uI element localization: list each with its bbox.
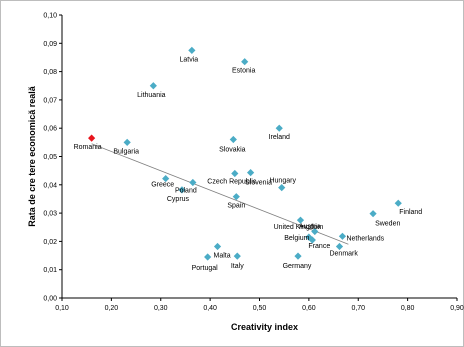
x-tick-label: 0,70 [351, 305, 365, 312]
axes: 0,00 0,01 0,02 0,03 0,04 0,05 0,06 0,07 0,08 0,09… [43, 13, 464, 313]
point-sweden [369, 210, 377, 218]
y-tick-label: 0,00 [43, 296, 57, 303]
x-tick-label: 0,80 [401, 305, 415, 312]
x-tick-label: 0,90 [450, 305, 464, 312]
point-czech-republic [231, 169, 239, 178]
point-label-belgium: Belgium [284, 235, 309, 242]
point-united-kingdom [296, 216, 305, 224]
point-label-austria: Austria [299, 223, 321, 230]
point-label-czech-republic: Czech Republic [207, 178, 257, 185]
point-label-germany: Germany [283, 263, 312, 270]
point-france [308, 236, 316, 244]
trendline-group [91, 143, 349, 245]
points-group [88, 46, 402, 261]
y-tick-label: 0,02 [43, 239, 57, 246]
y-tick-label: 0,09 [43, 41, 57, 48]
y-tick-label: 0,03 [43, 211, 57, 218]
point-bulgaria [123, 138, 131, 146]
point-slovenia [247, 169, 255, 177]
y-tick-label: 0,01 [43, 267, 57, 274]
y-tick-label: 0,06 [43, 126, 57, 133]
point-label-portugal: Portugal [192, 265, 219, 272]
x-tick-label: 0,10 [55, 305, 69, 312]
point-slovakia [229, 135, 237, 144]
point-label-finland: Finland [399, 209, 422, 216]
point-germany [294, 252, 302, 260]
x-tick-label: 0,20 [105, 305, 119, 312]
point-lithuania [149, 82, 157, 90]
point-label-united-kingdom: United Kingdom [274, 224, 324, 231]
point-labels-group: Latvia Estonia Lithuania Romania Bulgaria Ire… [74, 56, 423, 272]
point-label-estonia: Estonia [232, 68, 255, 75]
point-ireland [275, 124, 283, 132]
point-label-italy: Italy [231, 263, 244, 270]
point-label-slovakia: Slovakia [219, 147, 246, 154]
trendline [91, 143, 349, 245]
point-label-romania: Romania [74, 144, 102, 151]
point-denmark [335, 242, 344, 251]
point-label-hungary: Hungary [269, 178, 296, 185]
point-label-greece: Greece [151, 182, 174, 189]
point-label-bulgaria: Bulgaria [113, 148, 139, 155]
point-latvia [188, 46, 196, 54]
y-tick-label: 0,04 [43, 182, 57, 189]
x-tick-label: 0,50 [253, 305, 267, 312]
point-label-latvia: Latvia [180, 56, 199, 63]
x-tick-label: 0,60 [302, 305, 316, 312]
point-label-cyprus: Cyprus [167, 196, 190, 203]
point-cyprus [178, 186, 186, 194]
point-label-malta: Malta [214, 252, 231, 259]
point-label-slovenia: Slovenia [245, 180, 272, 187]
point-italy [233, 252, 241, 260]
point-label-poland: Poland [175, 188, 197, 195]
point-hungary [278, 184, 286, 192]
point-portugal [204, 253, 212, 261]
point-austria [311, 227, 319, 236]
point-label-spain: Spain [227, 203, 245, 210]
y-tick-label: 0,07 [43, 97, 57, 104]
x-tick-label: 0,40 [203, 305, 217, 312]
x-tick-label: 0,30 [154, 305, 168, 312]
y-axis-title: Rata de cre tere economică reală [27, 85, 37, 227]
point-netherlands [338, 232, 347, 240]
point-finland [394, 199, 402, 207]
point-estonia [241, 58, 249, 66]
point-greece [162, 174, 170, 183]
point-label-ireland: Ireland [269, 134, 291, 141]
y-tick-label: 0,10 [43, 13, 57, 20]
point-romania [88, 134, 96, 142]
point-spain [232, 193, 240, 201]
y-tick-label: 0,05 [43, 154, 57, 161]
x-axis-title: Creativity index [231, 322, 298, 332]
y-tick-label: 0,08 [43, 69, 57, 76]
point-poland [189, 178, 197, 187]
point-label-denmark: Denmark [329, 250, 358, 257]
point-label-lithuania: Lithuania [137, 92, 166, 99]
point-label-france: France [308, 243, 330, 250]
point-label-sweden: Sweden [375, 221, 400, 228]
point-malta [213, 242, 222, 251]
point-label-netherlands: Netherlands [346, 235, 384, 242]
